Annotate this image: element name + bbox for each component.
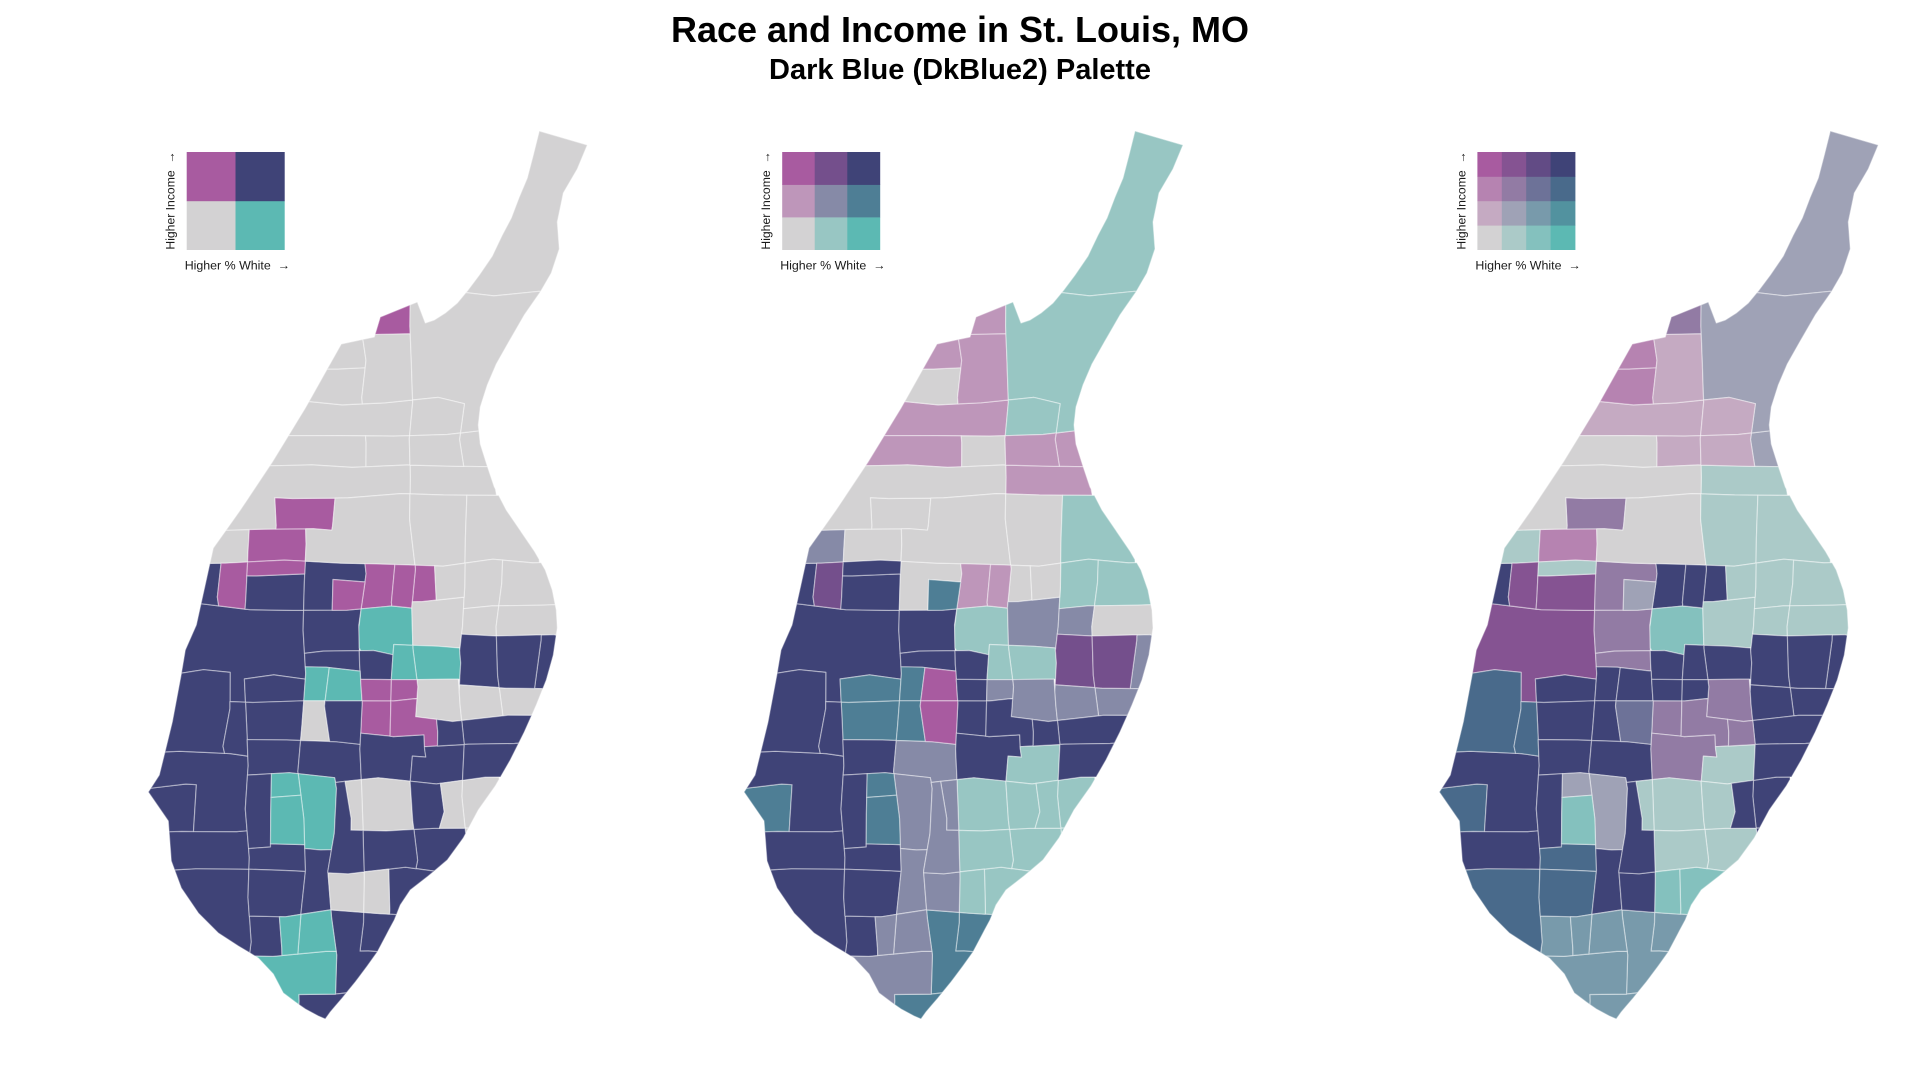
svg-text:Higher % White →: Higher % White →: [1475, 259, 1580, 273]
svg-text:Race and Income in St. Louis,: Race and Income in St. Louis, MO: [671, 9, 1249, 50]
svg-text:Higher % White →: Higher % White →: [185, 259, 290, 273]
svg-text:Higher Income →: Higher Income →: [1454, 151, 1468, 249]
svg-text:Higher % White →: Higher % White →: [780, 259, 885, 273]
svg-text:Higher Income →: Higher Income →: [759, 151, 773, 249]
svg-text:Dark Blue (DkBlue2) Palette: Dark Blue (DkBlue2) Palette: [769, 54, 1151, 86]
svg-text:Higher Income →: Higher Income →: [164, 151, 178, 249]
